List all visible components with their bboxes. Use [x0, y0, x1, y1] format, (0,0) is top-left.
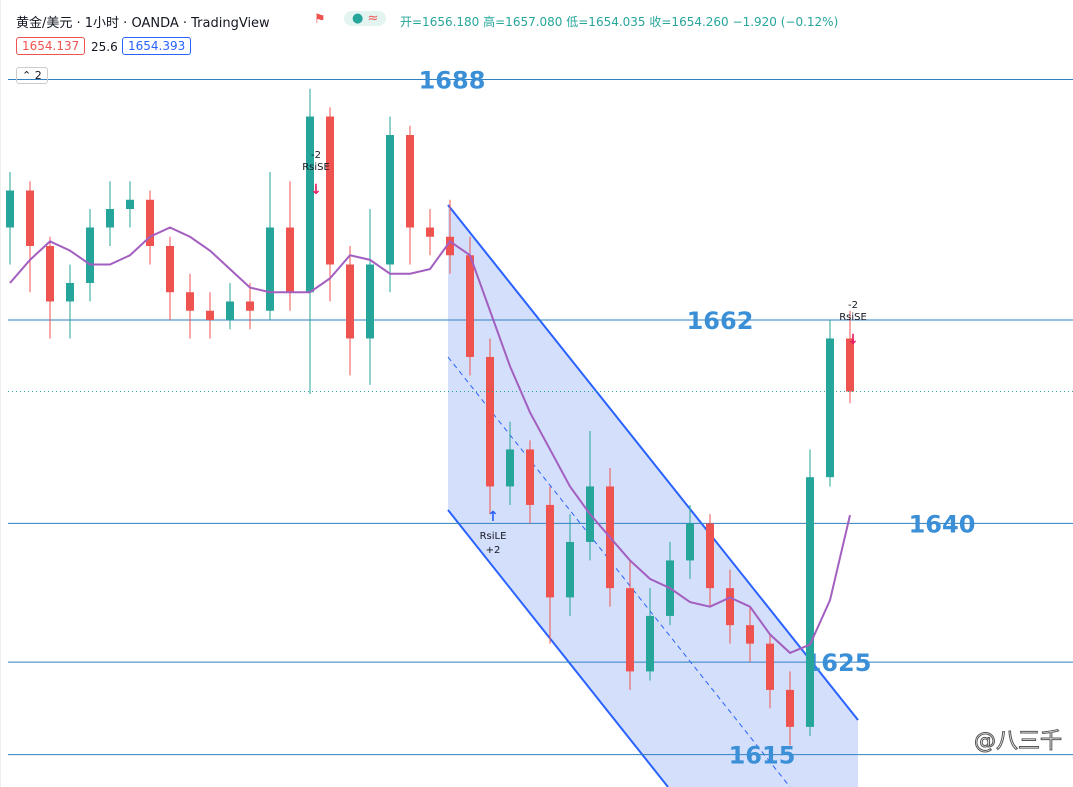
candle-body [546, 504, 554, 598]
candle-body [706, 523, 714, 589]
candle-body [86, 227, 94, 283]
candle-body [346, 264, 354, 339]
candle-body [286, 227, 294, 293]
candle-body [206, 310, 214, 320]
candle-body [846, 338, 854, 392]
ask[interactable]: 1654.393 [122, 37, 192, 55]
candle-body [526, 449, 534, 505]
candle-body [646, 615, 654, 672]
channel-fill [448, 205, 858, 787]
candle-body [366, 264, 374, 339]
candle-body [166, 245, 174, 293]
spread: 25.6 [91, 40, 118, 54]
candle-body [226, 301, 234, 320]
candle-body [106, 209, 114, 228]
indicator-toggle[interactable]: ⌃ 2 [16, 67, 48, 84]
candle-body [766, 643, 774, 690]
candle-body [386, 135, 394, 265]
candle-body [806, 477, 814, 727]
ohlc: 开=1656.180 高=1657.080 低=1654.035 收=1654.… [400, 15, 839, 29]
candle-body [146, 199, 154, 246]
channel-lower [447, 509, 669, 787]
candle-body [66, 282, 74, 302]
signal-name: RsiSE [839, 312, 867, 323]
candle-body [26, 190, 34, 246]
watermark: @八三千 [974, 729, 1062, 754]
level-label: 1688 [419, 67, 486, 95]
candle-body [306, 116, 314, 293]
candle-body [266, 227, 274, 311]
level-label: 1615 [729, 742, 796, 770]
moving-average [9, 226, 851, 655]
signal-arrow: ↓ [310, 182, 322, 198]
candle-body [746, 625, 754, 644]
level-label: 1662 [687, 307, 754, 335]
candle-body [126, 199, 134, 210]
signal-name: RsiSE [302, 162, 330, 173]
candle-body [786, 689, 794, 727]
candle-body [446, 236, 454, 256]
candle-body [466, 255, 474, 357]
candle-body [406, 135, 414, 228]
signal-qty: -2 [311, 150, 321, 161]
candle-body [726, 588, 734, 626]
candle-body [6, 190, 14, 228]
channel-upper [447, 204, 859, 721]
candle-body [186, 292, 194, 311]
flag[interactable]: ⚑ [314, 12, 326, 27]
signal-arrow: ↑ [487, 509, 499, 525]
candle-body [506, 449, 514, 487]
candle-body [326, 116, 334, 265]
level-label: 1625 [805, 649, 872, 677]
symbol: 黄金/美元 · 1小时 · OANDA · TradingView [16, 16, 270, 31]
signal-name: RsiLE [480, 531, 507, 542]
candle-body [626, 588, 634, 672]
signal-arrow: ↓ [847, 332, 859, 348]
level-label: 1640 [909, 510, 976, 538]
signal-qty: +2 [486, 545, 501, 556]
candle-body [486, 356, 494, 487]
channel-mid [447, 356, 791, 787]
candle-body [826, 338, 834, 478]
status[interactable]: ● ≈ [344, 11, 387, 26]
signal-qty: -2 [848, 300, 858, 311]
candle-body [246, 301, 254, 311]
bid[interactable]: 1654.137 [16, 37, 86, 55]
candle-body [686, 523, 694, 561]
candle-body [566, 541, 574, 598]
candle-body [46, 245, 54, 302]
candle-body [426, 227, 434, 237]
indicator-count: 2 [34, 69, 42, 82]
